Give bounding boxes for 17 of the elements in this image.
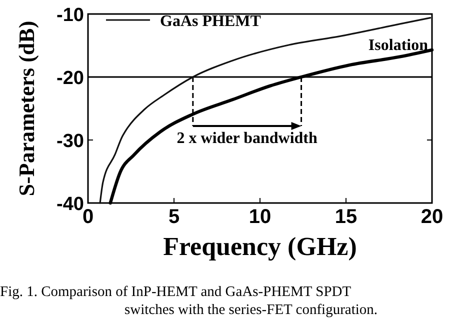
x-tick-label: 20 (420, 206, 444, 228)
y-tick-label: -20 (56, 68, 84, 89)
legend-label: GaAs PHEMT (160, 13, 262, 30)
line-series (99, 16, 432, 204)
x-tick-label: 5 (168, 206, 180, 228)
annotation: 2 x wider bandwidth (176, 130, 318, 147)
annotation: Isolation (368, 37, 428, 54)
x-axis-title: Frequency (GHz) (163, 232, 357, 261)
y-tick-label: -40 (56, 194, 84, 215)
y-axis-title: S-Parameters (dB) (14, 20, 39, 196)
caption: Fig. 1. Comparison of InP-HEMT and GaAs-PHEMT SPDT (0, 284, 352, 300)
x-tick-label: 0 (82, 206, 94, 228)
text: switches with the series-FET configuration. (124, 302, 378, 318)
x-tick-label: 10 (248, 206, 272, 228)
x-tick-label: 15 (334, 206, 358, 228)
y-tick-label: -10 (56, 5, 84, 26)
y-tick-label: -30 (56, 131, 84, 152)
